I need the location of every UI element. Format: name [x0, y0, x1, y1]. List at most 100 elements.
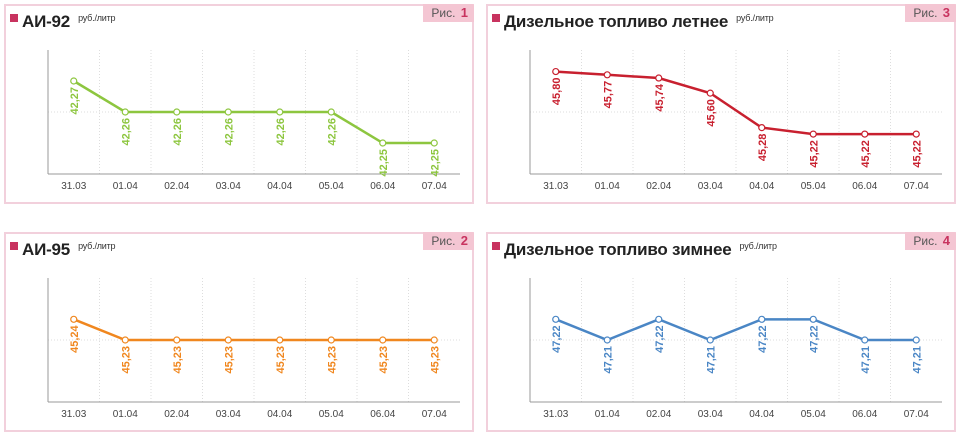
data-point: [173, 336, 181, 344]
data-point: [121, 336, 129, 344]
x-tick-label: 03.04: [698, 181, 723, 192]
chart-frame: [4, 4, 474, 204]
line-chart: 45,24 45,23 45,23 45,23 45,23 45,23 45,23 45,23…: [47, 278, 460, 420]
chart-title: АИ-92 руб./литр: [22, 6, 120, 34]
x-tick-label: 05.04: [801, 181, 826, 192]
data-point: [706, 336, 714, 344]
chart-header: АИ-92 руб./литр Рис. 1: [4, 4, 474, 34]
data-label: 47,22: [808, 325, 820, 353]
x-tick-label: 01.04: [113, 181, 138, 192]
data-label: 45,23: [275, 346, 287, 374]
data-point: [552, 67, 560, 76]
data-label: 45,23: [326, 346, 338, 374]
data-point: [70, 77, 78, 85]
chart-header: АИ-95 руб./литр Рис. 2: [4, 232, 474, 262]
data-point: [809, 315, 817, 323]
x-tick-label: 01.04: [595, 409, 620, 420]
data-label: 47,21: [602, 346, 614, 374]
series-line: [555, 70, 917, 136]
data-point: [912, 336, 920, 344]
data-label: 47,21: [860, 346, 872, 374]
series-line: [555, 317, 917, 342]
bullet-square-icon: [492, 14, 500, 22]
data-point: [173, 108, 181, 116]
x-tick-label: 31.03: [543, 409, 568, 420]
data-point: [276, 108, 284, 116]
data-label: 45,23: [120, 346, 132, 374]
data-point: [809, 130, 817, 138]
data-label: 42,26: [172, 118, 184, 146]
data-label: 42,26: [223, 118, 235, 146]
data-point: [70, 315, 78, 323]
data-label: 45,80: [551, 78, 563, 106]
x-tick-label: 31.03: [543, 181, 568, 192]
x-tick-label: 01.04: [113, 409, 138, 420]
unit-label: руб./литр: [739, 241, 777, 251]
data-label: 47,21: [911, 346, 923, 374]
data-label: 45,24: [69, 324, 81, 352]
data-point: [861, 130, 869, 138]
x-tick-label: 02.04: [646, 181, 671, 192]
data-label: 42,26: [326, 118, 338, 146]
data-label: 42,26: [275, 118, 287, 146]
data-point: [861, 336, 869, 344]
data-point: [758, 315, 766, 323]
data-label: 47,22: [654, 325, 666, 353]
x-tick-label: 06.04: [852, 181, 877, 192]
data-label: 47,22: [757, 325, 769, 353]
x-tick-label: 05.04: [319, 409, 344, 420]
data-label: 42,25: [429, 149, 441, 177]
chart-header: Дизельное топливо летнее руб./литр Рис. 3: [486, 4, 956, 34]
unit-label: руб./литр: [78, 13, 116, 23]
data-label: 45,74: [654, 83, 666, 111]
figure-badge: Рис. 1: [423, 4, 474, 22]
data-label: 45,28: [757, 134, 769, 162]
x-tick-label: 07.04: [904, 181, 929, 192]
bullet-square-icon: [10, 242, 18, 250]
data-point: [327, 108, 335, 116]
data-label: 45,23: [223, 346, 235, 374]
x-tick-label: 03.04: [216, 409, 241, 420]
unit-label: руб./литр: [78, 241, 116, 251]
data-label: 42,27: [69, 87, 81, 115]
line-chart: 47,22 47,21 47,22 47,21 47,22 47,22 47,21 47,21…: [529, 278, 942, 420]
x-tick-label: 06.04: [370, 181, 395, 192]
series-line: [73, 79, 435, 145]
x-tick-label: 04.04: [749, 181, 774, 192]
chart-panel-ai95: АИ-95 руб./литр Рис. 2 45,24 45,23 45,23 45,…: [4, 232, 474, 432]
chart-panel-diesel-summer: Дизельное топливо летнее руб./литр Рис. 3…: [486, 4, 956, 204]
data-label: 47,22: [551, 325, 563, 353]
x-tick-label: 04.04: [267, 409, 292, 420]
data-label: 42,26: [120, 118, 132, 146]
data-point: [276, 336, 284, 344]
data-point: [121, 108, 129, 116]
data-label: 45,22: [911, 140, 923, 168]
chart-title: Дизельное топливо летнее руб./литр: [504, 6, 778, 34]
x-tick-label: 07.04: [904, 409, 929, 420]
x-tick-label: 03.04: [698, 409, 723, 420]
data-point: [327, 336, 335, 344]
x-tick-label: 04.04: [749, 409, 774, 420]
chart-title: АИ-95 руб./литр: [22, 234, 120, 262]
chart-frame: [486, 4, 956, 204]
chart-title: Дизельное топливо зимнее руб./литр: [504, 234, 781, 262]
line-chart: 45,80 45,77 45,74 45,60 45,28 45,22 45,22 45,22…: [529, 50, 942, 192]
x-tick-label: 01.04: [595, 181, 620, 192]
data-label: 45,22: [860, 140, 872, 168]
figure-badge: Рис. 3: [905, 4, 956, 22]
chart-frame: [486, 232, 956, 432]
data-point: [603, 336, 611, 344]
line-chart: 42,27 42,26 42,26 42,26 42,26 42,26 42,25 42,25…: [47, 50, 460, 192]
data-label: 45,23: [172, 346, 184, 374]
data-label: 45,77: [602, 81, 614, 109]
x-tick-label: 06.04: [852, 409, 877, 420]
data-point: [912, 130, 920, 138]
x-tick-label: 02.04: [164, 181, 189, 192]
x-tick-label: 03.04: [216, 181, 241, 192]
figure-badge: Рис. 4: [905, 232, 956, 250]
data-point: [224, 336, 232, 344]
data-label: 45,60: [705, 99, 717, 127]
unit-label: руб./литр: [736, 13, 774, 23]
x-tick-label: 05.04: [801, 409, 826, 420]
data-point: [655, 74, 663, 82]
